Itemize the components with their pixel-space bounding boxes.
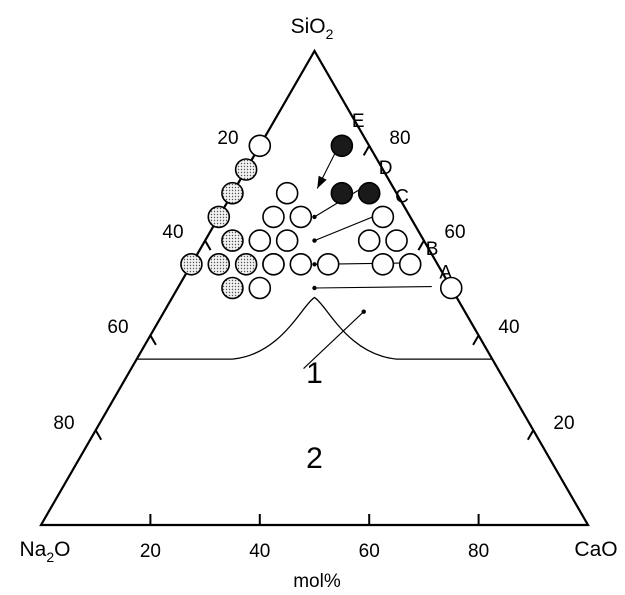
left-tick <box>205 241 211 251</box>
open-point <box>263 206 284 227</box>
left-tick-label: 80 <box>53 413 74 434</box>
annotation-dot <box>312 286 316 290</box>
dotted-point <box>222 230 243 251</box>
label-layer: SiO2 Na2O CaO mol% 1 2 <box>20 15 618 592</box>
region-pointer-dot <box>362 310 366 314</box>
annotation-dot <box>312 238 316 242</box>
point-layer <box>181 135 462 298</box>
dotted-point <box>222 183 243 204</box>
right-tick <box>364 146 370 156</box>
right-tick-label: 20 <box>553 413 574 434</box>
region-boundary-layer <box>137 297 493 359</box>
open-point <box>249 230 270 251</box>
annotation-leader <box>315 287 432 288</box>
annotation-label-C: C <box>395 187 409 208</box>
right-tick-label: 40 <box>498 317 519 338</box>
open-point <box>249 135 270 156</box>
open-point <box>263 254 284 275</box>
region-label-1: 1 <box>306 357 323 390</box>
open-point <box>372 254 393 275</box>
open-point <box>386 230 407 251</box>
dotted-point <box>236 159 257 180</box>
filled-point <box>359 183 380 204</box>
tick-layer: 20 40 60 80 80 60 40 20 80 60 40 20 <box>53 128 574 562</box>
dotted-point <box>222 278 243 299</box>
right-tick <box>473 335 479 345</box>
vertex-label-top: SiO2 <box>291 15 334 42</box>
right-tick <box>418 241 424 251</box>
annotation-arrowhead <box>317 176 326 189</box>
open-point <box>249 278 270 299</box>
annotation-dot <box>312 262 316 266</box>
right-tick-label: 80 <box>389 128 410 149</box>
open-point <box>290 254 311 275</box>
left-tick-label: 20 <box>217 128 238 149</box>
open-point <box>277 230 298 251</box>
open-point <box>290 206 311 227</box>
annotation-label-B: B <box>426 239 439 260</box>
left-tick <box>96 430 102 440</box>
annotation-label-D: D <box>379 158 393 179</box>
vertex-label-right: CaO <box>574 538 617 561</box>
open-point <box>359 230 380 251</box>
open-point <box>277 183 298 204</box>
filled-point <box>331 183 352 204</box>
region-label-2: 2 <box>306 442 323 475</box>
dotted-point <box>181 254 202 275</box>
bottom-tick-label: 40 <box>249 541 270 562</box>
bottom-tick-label: 60 <box>359 541 380 562</box>
unit-label: mol% <box>293 571 341 592</box>
annotation-dot <box>312 215 316 219</box>
vertex-label-left: Na2O <box>20 538 71 565</box>
bottom-tick-label: 20 <box>140 541 161 562</box>
filled-point <box>331 135 352 156</box>
dotted-point <box>208 254 229 275</box>
left-tick-label: 40 <box>162 222 183 243</box>
left-tick <box>150 335 156 345</box>
open-point <box>372 206 393 227</box>
dotted-point <box>236 254 257 275</box>
open-point <box>400 254 421 275</box>
annotation-label-E: E <box>352 111 365 132</box>
right-tick-label: 60 <box>444 222 465 243</box>
bottom-tick-label: 80 <box>468 541 489 562</box>
open-point <box>441 278 462 299</box>
left-tick-label: 60 <box>107 317 128 338</box>
open-point <box>318 254 339 275</box>
dotted-point <box>208 206 229 227</box>
right-tick <box>528 430 534 440</box>
region-boundary-curve <box>137 297 493 359</box>
